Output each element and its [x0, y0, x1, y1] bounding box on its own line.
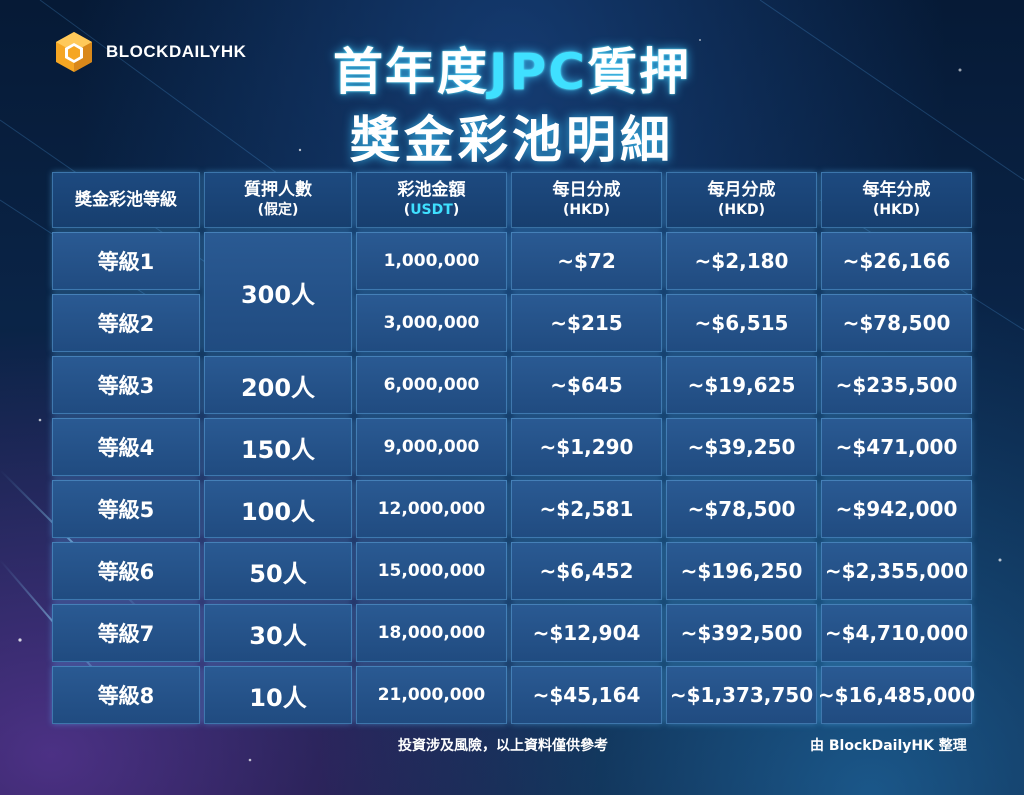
- monthly-cell: ~$6,515: [666, 294, 817, 352]
- pool-cell: 15,000,000: [356, 542, 507, 600]
- level-cell: 等級6: [52, 542, 200, 600]
- header-pool: 彩池金額 (USDT): [356, 172, 507, 228]
- yearly-cell: ~$26,166: [821, 232, 972, 290]
- pool-cell: 9,000,000: [356, 418, 507, 476]
- header-monthly: 每月分成 (HKD): [666, 172, 817, 228]
- people-cell: 300人: [204, 232, 352, 352]
- monthly-cell: ~$39,250: [666, 418, 817, 476]
- pool-cell: 12,000,000: [356, 480, 507, 538]
- monthly-cell: ~$392,500: [666, 604, 817, 662]
- level-cell: 等級5: [52, 480, 200, 538]
- people-cell: 30人: [204, 604, 352, 662]
- header-people: 質押人數 (假定): [204, 172, 352, 228]
- yearly-cell: ~$4,710,000: [821, 604, 972, 662]
- daily-cell: ~$645: [511, 356, 662, 414]
- yearly-cell: ~$78,500: [821, 294, 972, 352]
- yearly-cell: ~$235,500: [821, 356, 972, 414]
- pool-cell: 6,000,000: [356, 356, 507, 414]
- header-yearly: 每年分成 (HKD): [821, 172, 972, 228]
- brand-name: BLOCKDAILYHK: [106, 42, 247, 61]
- cube-logo-icon: [56, 32, 92, 72]
- monthly-cell: ~$2,180: [666, 232, 817, 290]
- prize-pool-table: 獎金彩池等級 質押人數 (假定) 彩池金額 (USDT) 每日分成 (HKD) 每月分…: [52, 172, 975, 724]
- yearly-cell: ~$942,000: [821, 480, 972, 538]
- daily-cell: ~$12,904: [511, 604, 662, 662]
- monthly-cell: ~$196,250: [666, 542, 817, 600]
- level-cell: 等級3: [52, 356, 200, 414]
- monthly-cell: ~$78,500: [666, 480, 817, 538]
- level-cell: 等級2: [52, 294, 200, 352]
- yearly-cell: ~$471,000: [821, 418, 972, 476]
- yearly-cell: ~$16,485,000: [818, 666, 975, 724]
- risk-disclaimer: 投資涉及風險，以上資料僅供參考: [398, 738, 608, 754]
- level-cell: 等級7: [52, 604, 200, 662]
- people-cell: 100人: [204, 480, 352, 538]
- daily-cell: ~$1,290: [511, 418, 662, 476]
- yearly-cell: ~$2,355,000: [821, 542, 972, 600]
- brand-logo: BLOCKDAILYHK: [52, 30, 246, 74]
- pool-cell: 21,000,000: [356, 666, 507, 724]
- daily-cell: ~$215: [511, 294, 662, 352]
- credit-note: 由 BlockDailyHK 整理: [810, 738, 967, 754]
- monthly-cell: ~$19,625: [666, 356, 817, 414]
- header-daily: 每日分成 (HKD): [511, 172, 662, 228]
- level-cell: 等級8: [52, 666, 200, 724]
- pool-cell: 3,000,000: [356, 294, 507, 352]
- pool-cell: 18,000,000: [356, 604, 507, 662]
- daily-cell: ~$45,164: [511, 666, 662, 724]
- daily-cell: ~$2,581: [511, 480, 662, 538]
- daily-cell: ~$6,452: [511, 542, 662, 600]
- people-cell: 200人: [204, 356, 352, 414]
- people-cell: 50人: [204, 542, 352, 600]
- monthly-cell: ~$1,373,750: [666, 666, 817, 724]
- header-level: 獎金彩池等級: [52, 172, 200, 228]
- people-cell: 150人: [204, 418, 352, 476]
- pool-cell: 1,000,000: [356, 232, 507, 290]
- title-line-1: 首年度JPC質押: [333, 43, 691, 101]
- level-cell: 等級1: [52, 232, 200, 290]
- daily-cell: ~$72: [511, 232, 662, 290]
- title-line-2: 獎金彩池明細: [350, 111, 674, 169]
- people-cell: 10人: [204, 666, 352, 724]
- level-cell: 等級4: [52, 418, 200, 476]
